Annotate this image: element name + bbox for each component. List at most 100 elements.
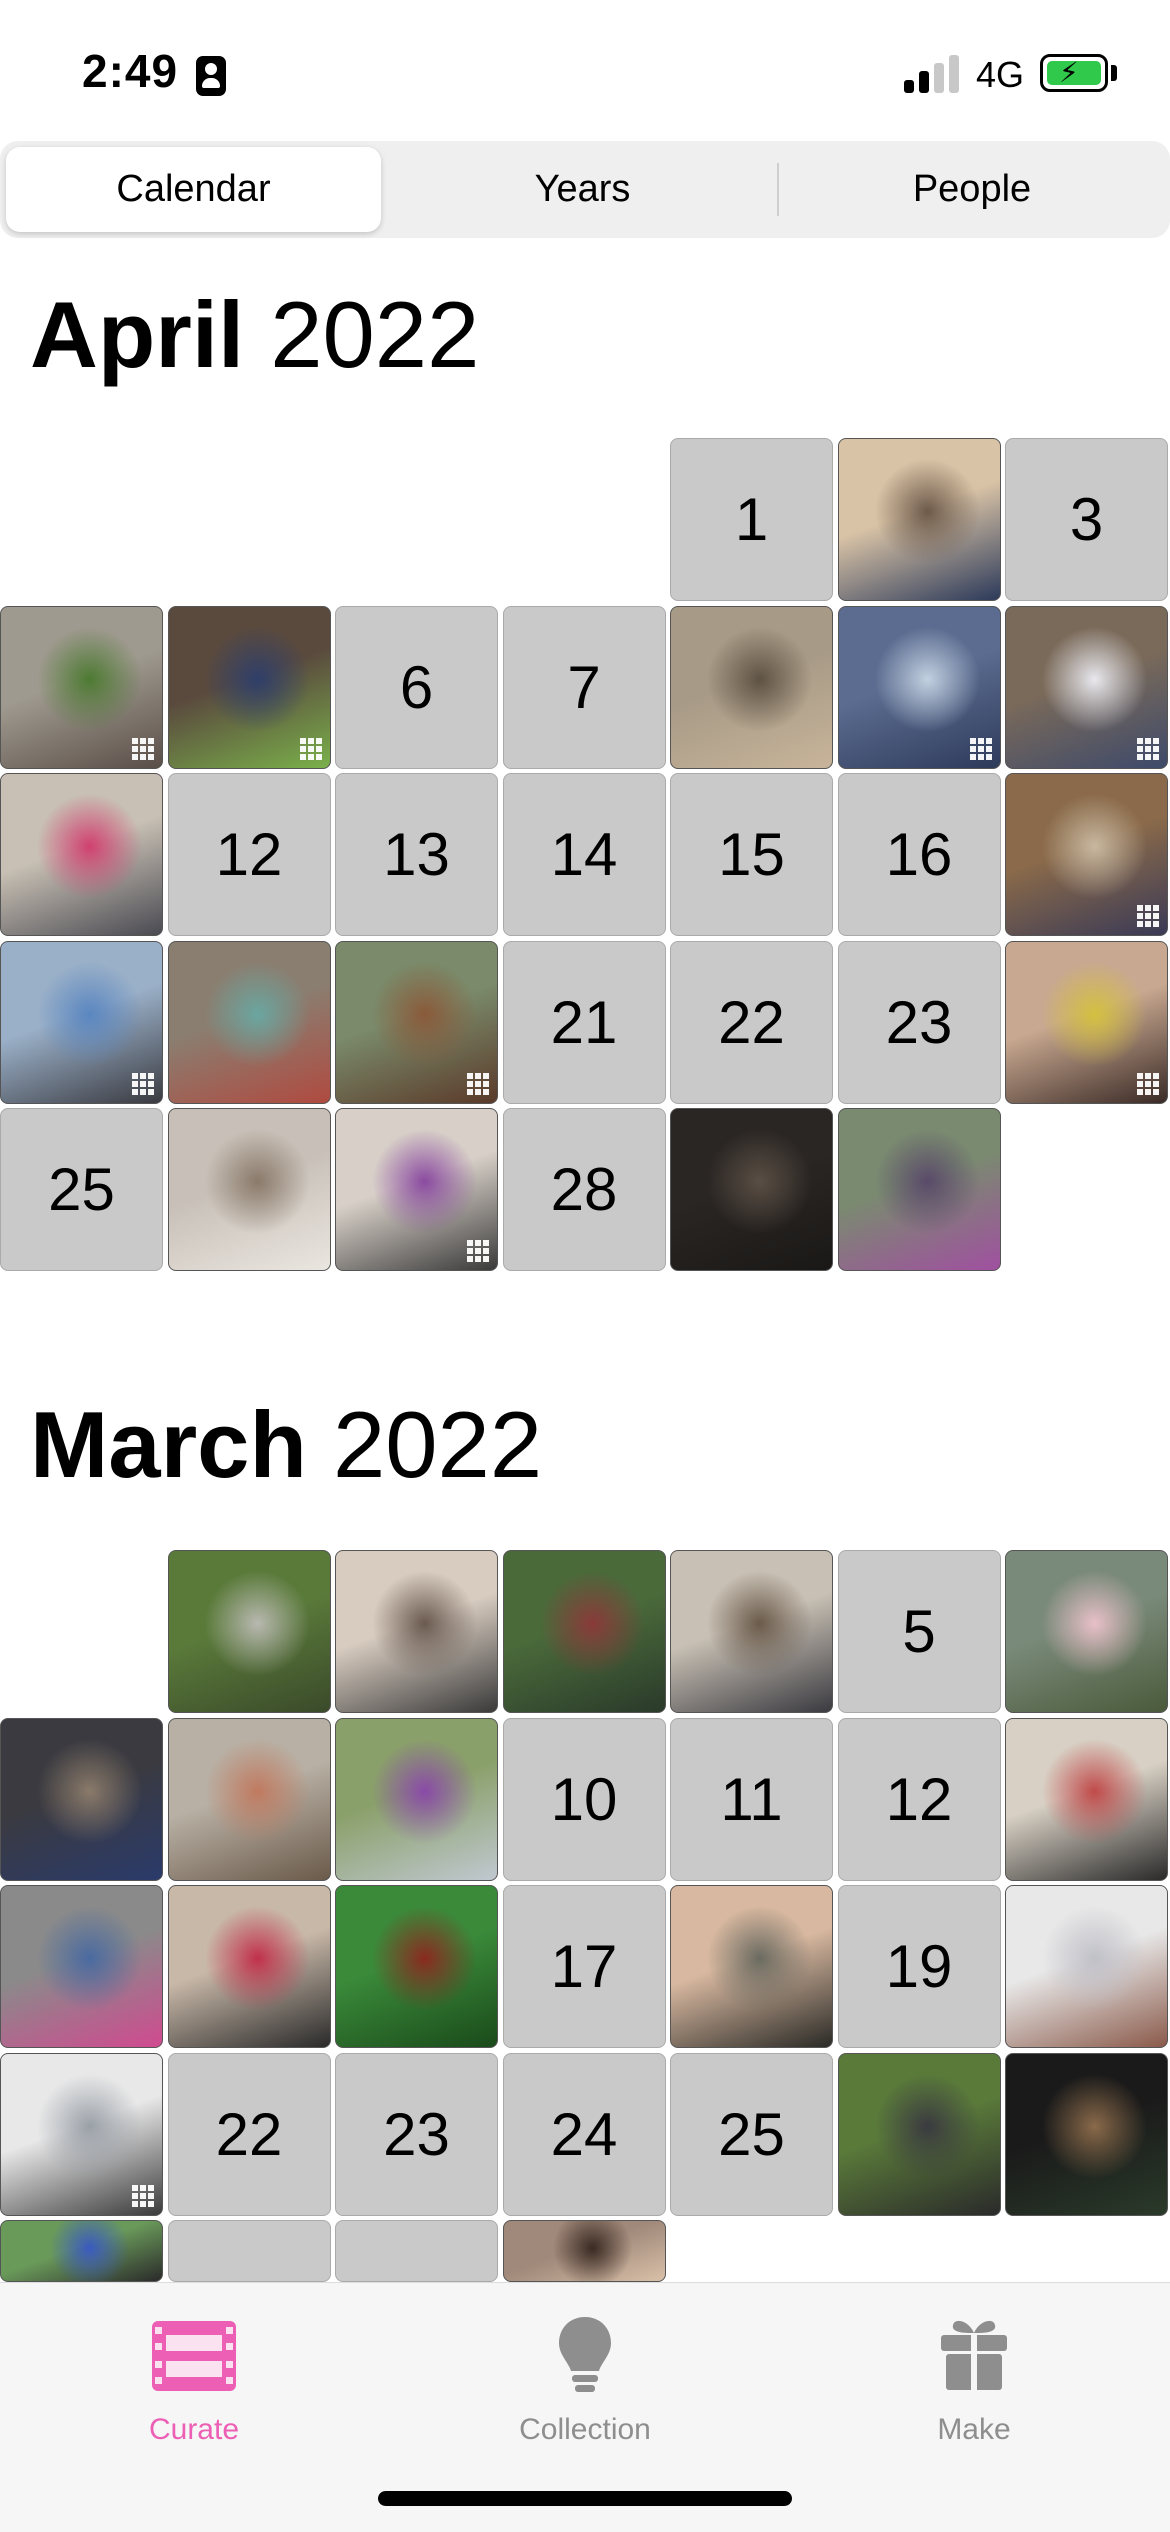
month-name: March (30, 1392, 307, 1497)
calendar-day-photo[interactable] (335, 1885, 498, 2048)
calendar-day-photo[interactable] (335, 1108, 498, 1271)
tab-calendar[interactable]: Calendar (6, 147, 381, 232)
day-number: 5 (902, 1598, 936, 1665)
day-number: 7 (567, 653, 601, 721)
calendar-day-empty[interactable]: 25 (670, 2052, 833, 2216)
calendar-day-photo[interactable] (0, 1885, 163, 2048)
tab-curate[interactable]: Curate (64, 2303, 324, 2463)
day-number: 22 (718, 988, 785, 1056)
battery-tip (1111, 65, 1117, 81)
calendar-day-photo[interactable] (502, 2220, 666, 2282)
multiple-photos-icon (132, 2184, 154, 2207)
multiple-photos-icon (467, 1240, 489, 1262)
calendar-day-empty[interactable]: 10 (502, 1717, 666, 1881)
calendar-day-photo[interactable] (167, 1717, 331, 1881)
network-type: 4G (976, 54, 1025, 95)
calendar-day-empty[interactable]: 6 (335, 605, 498, 769)
multiple-photos-icon (969, 737, 992, 760)
day-number: 21 (550, 988, 618, 1056)
calendar-day-empty[interactable]: 11 (670, 1717, 833, 1881)
segment-divider (777, 163, 779, 216)
day-number: 17 (550, 1933, 618, 2000)
calendar-day-photo[interactable] (1005, 1717, 1168, 1881)
calendar-day-photo[interactable] (670, 1108, 833, 1271)
calendar-day-photo[interactable] (837, 438, 1001, 601)
calendar-day-empty[interactable]: 22 (670, 940, 833, 1104)
calendar-day-empty[interactable]: 25 (0, 1108, 163, 1271)
calendar-day-photo[interactable] (670, 1885, 833, 2048)
calendar-day-photo[interactable] (167, 940, 331, 1104)
calendar-day-photo[interactable] (0, 2052, 163, 2216)
calendar-day-photo[interactable] (1005, 940, 1168, 1104)
contact-badge-icon (196, 56, 226, 96)
calendar-day-photo[interactable] (0, 605, 163, 769)
calendar-day-empty[interactable]: 12 (167, 773, 331, 936)
calendar-day-empty[interactable]: 15 (670, 773, 833, 936)
tab-make[interactable]: Make (844, 2303, 1104, 2463)
day-number: 23 (885, 988, 953, 1056)
calendar-day-empty[interactable]: 1 (670, 438, 833, 601)
gift-icon (941, 2320, 1007, 2391)
calendar-day-photo[interactable] (167, 605, 331, 769)
multiple-photos-icon (132, 1072, 154, 1095)
view-segmented-control: Calendar Years People (0, 141, 1170, 238)
calendar-day-empty[interactable]: 24 (502, 2052, 666, 2216)
month-title-march: March 2022 (30, 1390, 542, 1500)
home-indicator (378, 2491, 792, 2506)
calendar-day-photo[interactable] (167, 1550, 331, 1713)
calendar-day-photo[interactable] (1005, 1885, 1168, 2048)
calendar-day-empty[interactable]: 23 (335, 2052, 498, 2216)
calendar-day-empty[interactable]: 19 (837, 1885, 1001, 2048)
month-year: 2022 (270, 282, 480, 387)
calendar-day-photo[interactable] (0, 940, 163, 1104)
calendar-day-photo[interactable] (335, 1717, 498, 1881)
calendar-day-photo[interactable] (335, 1550, 498, 1713)
multiple-photos-icon (132, 737, 154, 760)
calendar-day-photo[interactable] (167, 1885, 331, 2048)
day-number: 11 (720, 1765, 783, 1833)
tab-collection[interactable]: Collection (455, 2303, 715, 2463)
calendar-day-photo[interactable] (335, 940, 498, 1104)
calendar-day-empty[interactable]: 21 (502, 940, 666, 1104)
calendar-day-empty[interactable]: 22 (167, 2052, 331, 2216)
calendar-day-photo[interactable] (837, 605, 1001, 769)
calendar-day-photo[interactable] (670, 1550, 833, 1713)
calendar-day-empty[interactable]: 17 (502, 1885, 666, 2048)
calendar-day-photo[interactable] (167, 1108, 331, 1271)
calendar-day-empty[interactable]: 3 (1005, 438, 1168, 601)
calendar-day-photo[interactable] (1005, 605, 1168, 769)
calendar-day-photo[interactable] (837, 2052, 1001, 2216)
day-number: 24 (550, 2100, 618, 2168)
tab-people[interactable]: People (780, 147, 1164, 232)
status-bar: 2:49 4G ⚡ (0, 0, 1170, 140)
day-number: 25 (718, 2100, 785, 2168)
calendar-day-empty[interactable]: 7 (502, 605, 666, 769)
calendar-day-photo[interactable] (1005, 2052, 1168, 2216)
calendar-day-empty[interactable]: 14 (502, 773, 666, 936)
calendar-day-photo[interactable] (670, 605, 833, 769)
month-name: April (30, 282, 245, 387)
calendar-day-empty[interactable] (167, 2220, 331, 2282)
tab-calendar-label: Calendar (116, 168, 271, 210)
calendar-day-photo[interactable] (0, 1717, 163, 1881)
calendar-day-empty[interactable] (335, 2220, 498, 2282)
tab-years[interactable]: Years (390, 147, 775, 232)
day-number: 1 (734, 486, 769, 553)
calendar-day-photo[interactable] (837, 1108, 1001, 1271)
calendar-day-empty[interactable]: 28 (502, 1108, 666, 1271)
calendar-day-photo[interactable] (0, 773, 163, 936)
calendar-day-empty[interactable]: 16 (837, 773, 1001, 936)
calendar-day-photo[interactable] (1005, 773, 1168, 936)
calendar-day-photo[interactable] (0, 2220, 163, 2282)
month-title-april: April 2022 (30, 280, 479, 390)
calendar-day-photo[interactable] (502, 1550, 666, 1713)
calendar-day-empty[interactable]: 5 (837, 1550, 1001, 1713)
day-number: 16 (885, 821, 953, 888)
calendar-day-photo[interactable] (1005, 1550, 1168, 1713)
calendar-day-empty[interactable]: 12 (837, 1717, 1001, 1881)
calendar-day-empty[interactable]: 23 (837, 940, 1001, 1104)
calendar-day-empty[interactable]: 13 (335, 773, 498, 936)
day-number: 15 (718, 821, 785, 888)
day-number: 13 (383, 821, 450, 888)
day-number: 25 (48, 1156, 115, 1223)
